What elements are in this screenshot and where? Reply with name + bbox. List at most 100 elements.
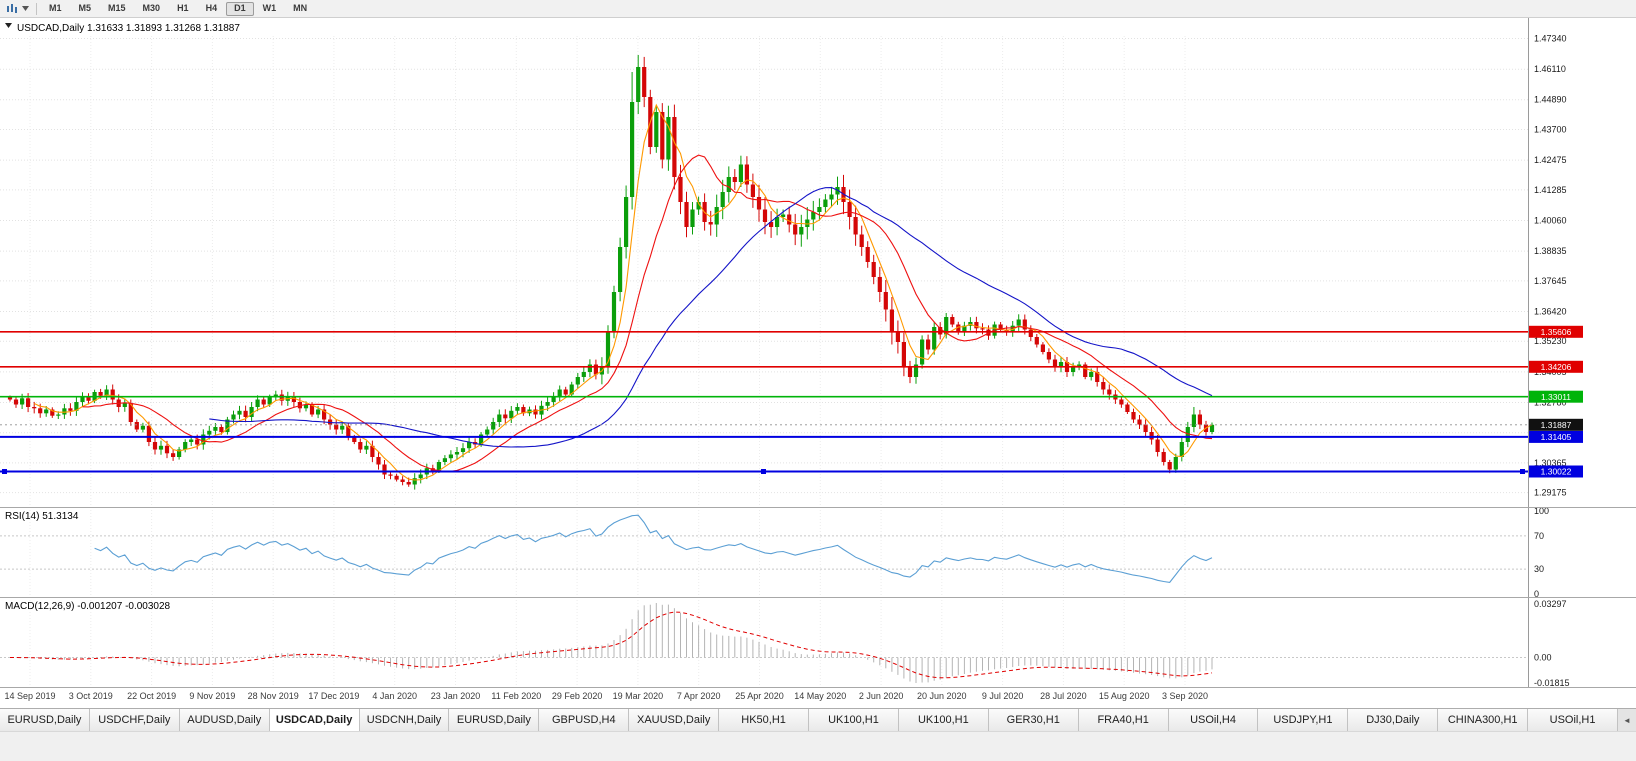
candle-body <box>1077 364 1082 367</box>
candle-body <box>690 209 695 227</box>
candle-body <box>1071 367 1076 372</box>
candle-body <box>575 377 580 385</box>
candle-body <box>1101 382 1106 390</box>
candle-body <box>1034 337 1039 345</box>
date-axis-label: 20 Jun 2020 <box>917 691 967 701</box>
price-axis-label: 1.43700 <box>1534 125 1567 135</box>
candle-body <box>346 425 351 437</box>
candle-body <box>491 422 496 430</box>
candle-body <box>164 445 170 454</box>
chart-context-caret-icon[interactable] <box>5 23 12 28</box>
symbol-tab-4-usdcnh-daily[interactable]: USDCNH,Daily <box>359 709 450 731</box>
candle-body <box>672 117 677 177</box>
chart-tabbar-gap <box>0 702 1636 708</box>
timeframe-button-mn[interactable]: MN <box>293 2 308 13</box>
symbol-tab-12-fra40-h1[interactable]: FRA40,H1 <box>1078 709 1169 731</box>
date-axis-label: 28 Nov 2019 <box>248 691 299 701</box>
price-axis-layer: 1.47340 1.46110 1.44890 1.43700 1.42475 1.412… <box>0 18 1636 688</box>
price-tag <box>1529 430 1583 443</box>
candle-body <box>1016 319 1021 326</box>
timeframe-button-m15[interactable]: M15 <box>108 2 126 13</box>
symbol-tabbar: EURUSD,Daily USDCHF,Daily AUDUSD,Daily USDC… <box>0 708 1636 731</box>
candle-body <box>545 402 550 406</box>
candle-body <box>980 328 985 330</box>
candle-body <box>80 397 85 402</box>
candle-body <box>557 389 562 397</box>
chart-menu-icon[interactable] <box>3 3 32 15</box>
price-axis-label: 1.30365 <box>1534 458 1567 468</box>
candle-body <box>696 202 701 210</box>
candle-body <box>364 445 369 450</box>
line-selection-handle[interactable] <box>2 469 7 474</box>
symbol-tab-9-uk100-h1[interactable]: UK100,H1 <box>809 709 899 731</box>
timeframe-button-m1[interactable]: M1 <box>49 2 62 13</box>
symbol-tab-17-usoil-h1[interactable]: USOil,H1 <box>1528 709 1619 731</box>
symbol-tab-11-ger30-h1[interactable]: GER30,H1 <box>988 709 1079 731</box>
moving-average-slow <box>209 187 1213 448</box>
rsi-axis-label: 30 <box>1534 564 1544 574</box>
symbol-tab-10-uk100-h1[interactable]: UK100,H1 <box>898 709 989 731</box>
price-axis-label: 1.36420 <box>1534 307 1567 317</box>
candle-body <box>714 207 719 225</box>
candle-body <box>219 427 224 432</box>
candle-body <box>1167 462 1172 470</box>
symbol-tab-1-usdchf-daily[interactable]: USDCHF,Daily <box>89 709 180 731</box>
candle-body <box>956 324 961 332</box>
date-axis-label: 3 Oct 2019 <box>69 691 113 701</box>
macd-pane-layer: 0.03297 0.00 -0.01815 <box>0 599 1570 688</box>
candle-body <box>358 442 363 450</box>
candle-body <box>291 397 296 402</box>
price-axis-label: 1.37645 <box>1534 276 1567 286</box>
chart-region: 100 70 30 0 0.03297 0.00 -0.01815 1.47340 1.46… <box>0 18 1636 702</box>
date-axis-layer: 14 Sep 2019 3 Oct 2019 22 Oct 2019 9 Nov 20… <box>4 691 1208 701</box>
line-selection-handle[interactable] <box>1520 469 1525 474</box>
timeframe-button-w1[interactable]: W1 <box>262 2 277 13</box>
candle-body <box>1185 427 1190 442</box>
candle-body <box>563 389 568 395</box>
candle-body <box>533 409 538 415</box>
symbol-tab-14-usdjpy-h1[interactable]: USDJPY,H1 <box>1258 709 1349 731</box>
symbol-tab-16-china300-h1[interactable]: CHINA300,H1 <box>1438 709 1529 731</box>
candle-body <box>1058 362 1064 367</box>
tab-scroll-left-icon[interactable]: ◄ <box>1618 709 1636 731</box>
candle-body <box>334 424 339 430</box>
symbol-tab-7-xauusd-daily[interactable]: XAUUSD,Daily <box>629 709 720 731</box>
candle-body <box>309 404 315 415</box>
candle-body <box>551 397 556 402</box>
candle-body <box>799 227 804 235</box>
candle-body <box>13 399 19 405</box>
candle-body <box>859 234 864 247</box>
candle-body <box>189 439 194 442</box>
candle-body <box>237 410 242 415</box>
candle-body <box>243 410 248 417</box>
timeframe-button-d1[interactable]: D1 <box>226 1 254 16</box>
timeframe-button-h1[interactable]: H1 <box>177 2 189 13</box>
symbol-tab-15-dj30-daily[interactable]: DJ30,Daily <box>1348 709 1439 731</box>
candle-body <box>1197 414 1202 425</box>
candle-body <box>62 408 67 415</box>
candle-body <box>207 430 212 435</box>
candle-body <box>98 392 103 396</box>
symbol-tab-0-eurusd-daily[interactable]: EURUSD,Daily <box>0 709 90 731</box>
candle-body <box>732 177 737 182</box>
date-axis-label: 28 Jul 2020 <box>1040 691 1087 701</box>
symbol-tab-13-usoil-h4[interactable]: USOil,H4 <box>1168 709 1259 731</box>
symbol-tab-2-audusd-daily[interactable]: AUDUSD,Daily <box>179 709 270 731</box>
symbol-tab-5-eurusd-daily[interactable]: EURUSD,Daily <box>449 709 540 731</box>
candle-body <box>32 407 37 409</box>
moving-averages-layer <box>33 103 1213 481</box>
symbol-tab-6-gbpusd-h4[interactable]: GBPUSD,H4 <box>539 709 630 731</box>
line-selection-handle[interactable] <box>761 469 766 474</box>
price-axis-label: 1.44890 <box>1534 95 1567 105</box>
toolbar-separator <box>36 2 37 15</box>
timeframe-button-h4[interactable]: H4 <box>205 2 218 13</box>
symbol-tab-8-hk50-h1[interactable]: HK50,H1 <box>719 709 810 731</box>
rsi-axis-label: 70 <box>1534 531 1544 541</box>
timeframe-button-m5[interactable]: M5 <box>78 2 92 13</box>
timeframe-button-m30[interactable]: M30 <box>142 2 161 13</box>
price-chart-canvas[interactable]: 100 70 30 0 0.03297 0.00 -0.01815 1.47340 1.46… <box>0 18 1636 702</box>
candle-body <box>316 409 321 415</box>
candle-body <box>926 339 931 350</box>
symbol-tab-3-usdcad-daily[interactable]: USDCAD,Daily <box>269 709 360 731</box>
rsi-line <box>94 514 1213 583</box>
